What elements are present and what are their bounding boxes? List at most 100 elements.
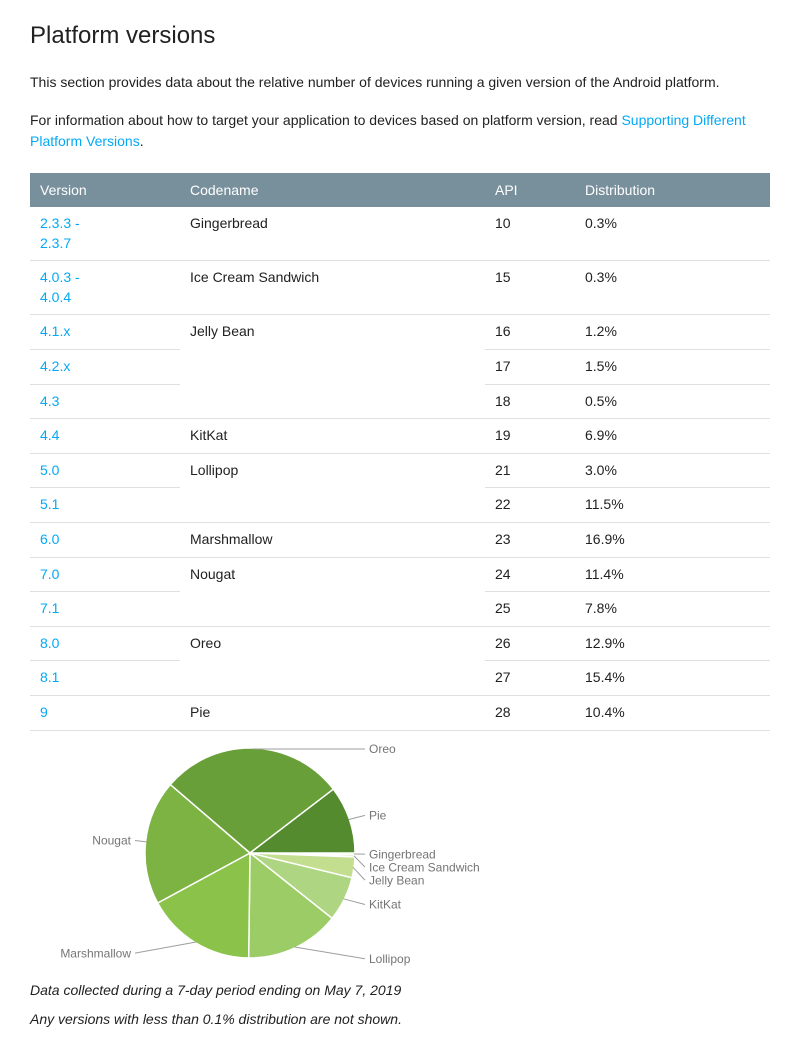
version-link[interactable]: 4.1.x [40, 323, 70, 339]
api-cell: 18 [485, 384, 575, 419]
codename-cell: Nougat [180, 557, 485, 626]
column-header-codename: Codename [180, 173, 485, 207]
codename-cell: Lollipop [180, 453, 485, 522]
version-link[interactable]: 5.1 [40, 496, 59, 512]
pie-label-oreo: Oreo [369, 742, 396, 756]
data-collection-note: Data collected during a 7-day period end… [30, 980, 770, 1002]
distribution-cell: 1.5% [575, 350, 770, 385]
column-header-version: Version [30, 173, 180, 207]
version-link[interactable]: 8.1 [40, 669, 59, 685]
distribution-cell: 15.4% [575, 661, 770, 696]
target-info-suffix: . [140, 133, 144, 149]
version-link[interactable]: 7.1 [40, 600, 59, 616]
distribution-cell: 16.9% [575, 523, 770, 558]
pie-label-line [135, 942, 196, 953]
version-cell: 4.1.x [30, 315, 180, 350]
pie-label-line [135, 840, 147, 841]
pie-label-lollipop: Lollipop [369, 951, 411, 965]
codename-cell: Ice Cream Sandwich [180, 261, 485, 315]
column-header-api: API [485, 173, 575, 207]
version-cell: 7.1 [30, 592, 180, 627]
version-link[interactable]: 4.0.3 - 4.0.4 [40, 269, 80, 305]
distribution-cell: 0.5% [575, 384, 770, 419]
threshold-note: Any versions with less than 0.1% distrib… [30, 1009, 770, 1031]
pie-label-nougat: Nougat [92, 833, 131, 847]
api-cell: 26 [485, 626, 575, 661]
version-cell: 5.1 [30, 488, 180, 523]
version-link[interactable]: 2.3.3 - 2.3.7 [40, 215, 80, 251]
version-cell: 8.1 [30, 661, 180, 696]
intro-paragraph: This section provides data about the rel… [30, 72, 770, 94]
pie-label-line [295, 947, 365, 959]
distribution-cell: 6.9% [575, 419, 770, 454]
api-cell: 24 [485, 557, 575, 592]
column-header-distribution: Distribution [575, 173, 770, 207]
version-cell: 4.3 [30, 384, 180, 419]
distribution-cell: 0.3% [575, 261, 770, 315]
pie-label-kitkat: KitKat [369, 897, 402, 911]
api-cell: 10 [485, 207, 575, 261]
version-link[interactable]: 4.3 [40, 393, 59, 409]
version-cell: 4.2.x [30, 350, 180, 385]
codename-cell: Oreo [180, 626, 485, 695]
version-link[interactable]: 8.0 [40, 635, 59, 651]
distribution-cell: 10.4% [575, 695, 770, 730]
distribution-cell: 0.3% [575, 207, 770, 261]
version-cell: 4.0.3 - 4.0.4 [30, 261, 180, 315]
api-cell: 16 [485, 315, 575, 350]
version-cell: 8.0 [30, 626, 180, 661]
version-cell: 2.3.3 - 2.3.7 [30, 207, 180, 261]
distribution-cell: 7.8% [575, 592, 770, 627]
version-link[interactable]: 4.2.x [40, 358, 70, 374]
version-link[interactable]: 5.0 [40, 462, 59, 478]
pie-label-gingerbread: Gingerbread [369, 847, 436, 861]
distribution-cell: 3.0% [575, 453, 770, 488]
distribution-cell: 12.9% [575, 626, 770, 661]
pie-label-line [353, 867, 365, 880]
distribution-cell: 11.5% [575, 488, 770, 523]
version-link[interactable]: 7.0 [40, 566, 59, 582]
codename-cell: KitKat [180, 419, 485, 454]
version-link[interactable]: 9 [40, 704, 48, 720]
pie-label-line [349, 815, 366, 819]
codename-cell: Pie [180, 695, 485, 730]
api-cell: 15 [485, 261, 575, 315]
api-cell: 25 [485, 592, 575, 627]
api-cell: 27 [485, 661, 575, 696]
version-link[interactable]: 6.0 [40, 531, 59, 547]
codename-cell: Jelly Bean [180, 315, 485, 419]
api-cell: 21 [485, 453, 575, 488]
version-link[interactable]: 4.4 [40, 427, 59, 443]
api-cell: 22 [485, 488, 575, 523]
version-cell: 6.0 [30, 523, 180, 558]
version-cell: 9 [30, 695, 180, 730]
distribution-cell: 11.4% [575, 557, 770, 592]
pie-label-ice-cream-sandwich: Ice Cream Sandwich [369, 860, 480, 874]
api-cell: 19 [485, 419, 575, 454]
pie-label-marshmallow: Marshmallow [60, 946, 131, 960]
target-info-paragraph: For information about how to target your… [30, 110, 770, 153]
pie-label-jelly-bean: Jelly Bean [369, 873, 424, 887]
distribution-cell: 1.2% [575, 315, 770, 350]
codename-cell: Gingerbread [180, 207, 485, 261]
pie-label-line [343, 898, 365, 904]
pie-label-pie: Pie [369, 808, 387, 822]
page-title: Platform versions [30, 22, 770, 50]
api-cell: 28 [485, 695, 575, 730]
pie-label-line [354, 855, 365, 866]
version-cell: 7.0 [30, 557, 180, 592]
api-cell: 17 [485, 350, 575, 385]
